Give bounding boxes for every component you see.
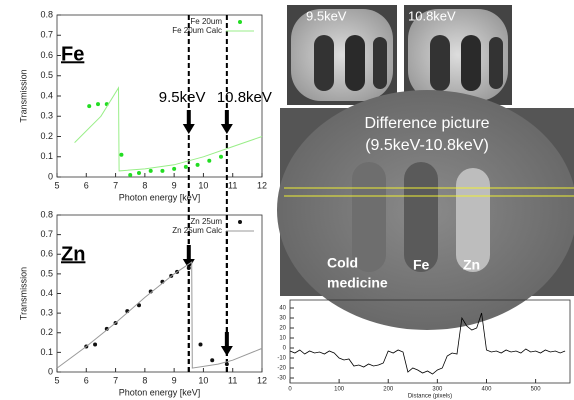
x-tick-label: 11 bbox=[228, 180, 237, 190]
image-title: Difference picture bbox=[364, 115, 489, 132]
x-tick-label: 300 bbox=[432, 387, 443, 393]
data-point bbox=[119, 153, 123, 157]
y-tick-label: 0.2 bbox=[40, 131, 53, 141]
y-tick-label: 0 bbox=[48, 366, 53, 376]
panel-label: Fe bbox=[61, 43, 84, 65]
data-point bbox=[96, 102, 100, 106]
data-point bbox=[225, 362, 229, 366]
data-point bbox=[207, 159, 211, 163]
y-tick-label: 0.1 bbox=[40, 151, 53, 161]
x-axis-label: Distance (pixels) bbox=[408, 394, 452, 400]
x-tick-label: 6 bbox=[84, 180, 89, 190]
y-tick-label: 0 bbox=[283, 346, 287, 352]
legend-swatch bbox=[238, 20, 242, 24]
x-tick-label: 5 bbox=[54, 375, 59, 385]
x-tick-label: 200 bbox=[383, 387, 394, 393]
y-tick-label: 0.4 bbox=[40, 288, 53, 298]
y-tick-label: 0 bbox=[48, 171, 53, 181]
difference-image: Difference picture (9.5keV-10.8keV) Cold… bbox=[277, 90, 574, 330]
y-tick-label: 0.1 bbox=[40, 347, 53, 357]
legend-label: Zn 25um bbox=[190, 217, 222, 226]
data-point bbox=[149, 169, 153, 173]
panel-label: Zn bbox=[61, 243, 85, 265]
marker-label: 9.5keV bbox=[159, 89, 206, 106]
image-label: medicine bbox=[327, 275, 388, 291]
x-tick-label: 12 bbox=[257, 180, 267, 190]
data-point bbox=[160, 169, 164, 173]
arrow bbox=[221, 332, 233, 356]
y-axis-label: Transmission bbox=[18, 69, 28, 122]
x-tick-label: 10 bbox=[198, 180, 208, 190]
data-point bbox=[187, 266, 191, 270]
arrow bbox=[183, 110, 195, 134]
x-tick-label: 400 bbox=[481, 387, 492, 393]
arrow bbox=[221, 110, 233, 134]
data-point bbox=[196, 163, 200, 167]
y-tick-label: 20 bbox=[279, 326, 286, 332]
y-tick-label: 0.7 bbox=[40, 30, 53, 40]
legend-swatch bbox=[238, 220, 242, 224]
data-point bbox=[184, 165, 188, 169]
image-label: Zn bbox=[463, 257, 480, 273]
x-tick-label: 10 bbox=[198, 375, 208, 385]
figure: 9.5keV 10.8keV Difference picture (9.5ke… bbox=[0, 0, 574, 400]
data-point bbox=[219, 155, 223, 159]
y-tick-label: 0.7 bbox=[40, 229, 53, 239]
y-tick-label: 0.6 bbox=[40, 249, 53, 259]
y-tick-label: 30 bbox=[279, 316, 286, 322]
x-tick-label: 6 bbox=[84, 375, 89, 385]
y-tick-label: 0.3 bbox=[40, 111, 53, 121]
x-tick-label: 0 bbox=[288, 387, 292, 393]
y-tick-label: 0.2 bbox=[40, 327, 53, 337]
y-tick-label: 0.8 bbox=[40, 209, 53, 219]
y-tick-label: 0.5 bbox=[40, 268, 53, 278]
x-tick-label: 9 bbox=[172, 375, 177, 385]
x-tick-label: 12 bbox=[257, 375, 267, 385]
data-line bbox=[57, 262, 262, 368]
image-label: 10.8keV bbox=[408, 8, 456, 23]
y-tick-label: 0.3 bbox=[40, 308, 53, 318]
y-tick-label: 10 bbox=[279, 336, 286, 342]
arrow bbox=[183, 245, 195, 269]
y-tick-label: 0.4 bbox=[40, 90, 53, 100]
legend-label: Fe 20um bbox=[190, 17, 222, 26]
legend-label: Zn 25um Calc bbox=[172, 226, 222, 235]
y-tick-label: 0.5 bbox=[40, 70, 53, 80]
y-tick-label: -10 bbox=[277, 356, 286, 362]
data-point bbox=[199, 343, 203, 347]
image-label: Fe bbox=[413, 257, 430, 273]
x-tick-label: 8 bbox=[142, 180, 147, 190]
x-tick-label: 100 bbox=[334, 387, 345, 393]
xray-image: 10.8keV bbox=[404, 5, 512, 105]
data-point bbox=[137, 171, 141, 175]
legend-label: Fe 20um Calc bbox=[172, 26, 222, 35]
data-point bbox=[93, 343, 97, 347]
x-tick-label: 500 bbox=[531, 387, 542, 393]
xray-image: 9.5keV bbox=[287, 5, 397, 105]
x-tick-label: 5 bbox=[54, 180, 59, 190]
y-tick-label: 40 bbox=[279, 306, 286, 312]
y-tick-label: -20 bbox=[277, 366, 286, 372]
data-point bbox=[172, 167, 176, 171]
marker-label: 10.8keV bbox=[217, 89, 272, 106]
image-label: 9.5keV bbox=[306, 8, 347, 23]
y-axis-label: Transmission bbox=[18, 267, 28, 320]
image-subtitle: (9.5keV-10.8keV) bbox=[365, 137, 489, 154]
data-point bbox=[210, 358, 214, 362]
data-point bbox=[87, 104, 91, 108]
y-tick-label: 0.8 bbox=[40, 9, 53, 19]
x-tick-label: 7 bbox=[113, 375, 118, 385]
x-tick-label: 9 bbox=[172, 180, 177, 190]
image-label: Cold bbox=[327, 255, 358, 271]
x-tick-label: 7 bbox=[113, 180, 118, 190]
y-tick-label: -30 bbox=[277, 376, 286, 382]
x-tick-label: 11 bbox=[228, 375, 237, 385]
y-tick-label: 0.6 bbox=[40, 50, 53, 60]
x-axis-label: Photon energy [keV] bbox=[119, 387, 201, 397]
x-tick-label: 8 bbox=[142, 375, 147, 385]
data-point bbox=[128, 173, 132, 177]
